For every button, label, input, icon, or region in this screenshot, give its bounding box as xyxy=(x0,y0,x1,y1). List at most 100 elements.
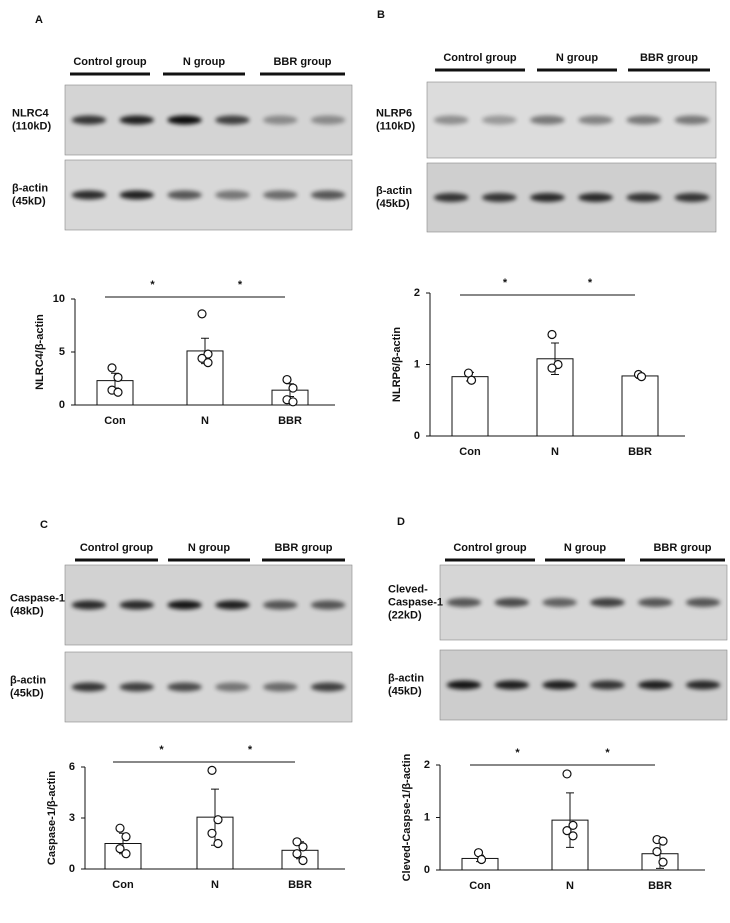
panel-label: C xyxy=(40,519,48,531)
row-label: (110kD) xyxy=(376,120,415,132)
data-point xyxy=(658,836,668,846)
band xyxy=(119,682,154,692)
row-label: β-actin xyxy=(12,182,48,194)
band xyxy=(674,193,710,202)
band xyxy=(590,598,625,607)
band xyxy=(167,115,202,125)
data-point xyxy=(288,397,298,407)
band xyxy=(263,115,298,125)
y-tick-label: 2 xyxy=(414,287,420,299)
row-label: (45kD) xyxy=(12,195,46,207)
band xyxy=(685,598,721,607)
band xyxy=(481,115,517,125)
band xyxy=(494,598,529,607)
y-tick-label: 1 xyxy=(424,811,430,823)
band xyxy=(71,600,107,610)
data-point xyxy=(562,769,572,779)
y-tick-label: 1 xyxy=(414,358,420,370)
group-label: N group xyxy=(564,542,606,554)
significance-label: * xyxy=(159,744,164,756)
blot xyxy=(439,564,728,641)
blot xyxy=(64,564,353,646)
data-point xyxy=(288,383,298,393)
data-point xyxy=(213,838,223,849)
data-point xyxy=(115,843,125,854)
data-point xyxy=(115,823,125,833)
band xyxy=(310,190,346,200)
y-tick-label: 10 xyxy=(53,293,65,305)
row-label: NLRP6 xyxy=(376,107,412,119)
significance-label: * xyxy=(238,279,243,291)
band xyxy=(433,115,469,125)
data-point xyxy=(562,826,572,836)
band xyxy=(71,115,107,125)
data-point xyxy=(203,358,213,368)
data-point xyxy=(292,837,302,847)
data-point xyxy=(113,387,123,397)
y-tick-label: 6 xyxy=(69,761,75,773)
band xyxy=(590,680,625,690)
row-label: (45kD) xyxy=(10,687,44,699)
blot xyxy=(439,649,728,721)
data-point xyxy=(658,857,668,867)
band xyxy=(71,190,107,200)
significance-label: * xyxy=(248,744,253,756)
data-point xyxy=(476,854,487,865)
significance-label: * xyxy=(150,279,155,291)
band xyxy=(310,600,346,610)
row-label: Caspase-1 xyxy=(388,596,443,608)
band xyxy=(446,680,482,690)
data-point xyxy=(107,363,117,373)
band xyxy=(215,600,250,610)
bar xyxy=(451,376,489,437)
band xyxy=(433,193,469,202)
significance-label: * xyxy=(515,747,520,759)
row-label: β-actin xyxy=(10,674,46,686)
band xyxy=(542,680,577,690)
row-label: β-actin xyxy=(376,185,412,197)
y-tick-label: 3 xyxy=(69,812,75,824)
x-tick-label: N xyxy=(551,446,559,458)
data-point xyxy=(466,375,477,385)
data-point xyxy=(547,363,557,373)
blot xyxy=(426,81,717,159)
row-label: β-actin xyxy=(388,672,424,684)
data-point xyxy=(652,847,662,857)
x-tick-label: BBR xyxy=(278,415,302,427)
group-label: Control group xyxy=(453,542,527,554)
group-label: N group xyxy=(183,56,225,68)
band xyxy=(119,600,154,610)
x-tick-label: Con xyxy=(469,880,491,892)
x-tick-label: N xyxy=(201,415,209,427)
data-point xyxy=(636,372,647,382)
x-tick-label: BBR xyxy=(648,880,672,892)
panel-label: D xyxy=(397,516,405,528)
y-axis-label: Caspase-1/β-actin xyxy=(46,771,58,865)
y-tick-label: 0 xyxy=(59,399,65,411)
group-label: Control group xyxy=(73,56,147,68)
significance-label: * xyxy=(588,277,593,289)
band xyxy=(215,682,250,692)
band xyxy=(215,190,250,200)
group-label: Control group xyxy=(443,52,517,64)
blot xyxy=(64,84,353,156)
x-tick-label: Con xyxy=(112,879,134,891)
group-label: BBR group xyxy=(274,542,332,554)
row-label: (45kD) xyxy=(376,198,410,210)
band xyxy=(638,598,673,607)
band xyxy=(685,680,721,690)
band xyxy=(119,115,154,125)
data-point xyxy=(292,849,302,859)
band xyxy=(578,193,613,202)
y-tick-label: 5 xyxy=(59,346,65,358)
row-label: (48kD) xyxy=(10,605,44,617)
group-label: N group xyxy=(556,52,598,64)
row-label: Caspase-1 xyxy=(10,592,65,604)
significance-label: * xyxy=(605,747,610,759)
y-tick-label: 2 xyxy=(424,759,430,771)
y-axis-label: NLRC4/β-actin xyxy=(34,314,46,390)
band xyxy=(263,682,298,692)
blot xyxy=(426,162,717,233)
band xyxy=(119,190,154,200)
panel-label: A xyxy=(35,14,43,26)
